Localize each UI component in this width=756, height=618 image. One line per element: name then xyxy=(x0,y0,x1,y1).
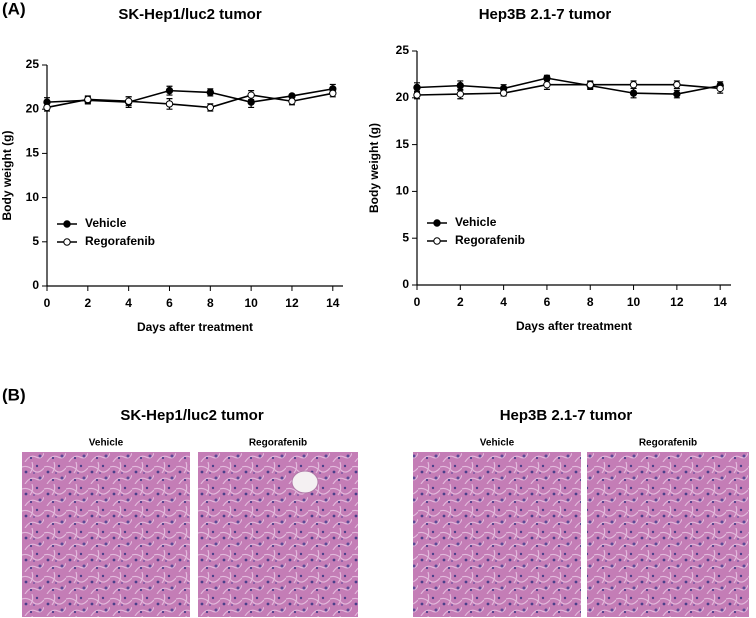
marker xyxy=(165,86,174,95)
x-tick-label: 4 xyxy=(125,296,132,310)
y-tick-label: 10 xyxy=(396,184,410,198)
y-tick-label: 25 xyxy=(26,57,40,71)
legend-label: Regorafenib xyxy=(85,234,155,248)
marker xyxy=(543,80,551,89)
marker xyxy=(206,103,215,112)
chart-title: SK-Hep1/luc2 tumor xyxy=(118,6,262,23)
y-tick-label: 0 xyxy=(402,277,409,291)
y-tick-label: 10 xyxy=(26,190,40,204)
marker xyxy=(586,80,594,89)
x-tick-label: 0 xyxy=(414,295,421,309)
marker xyxy=(43,103,51,112)
histology-image xyxy=(413,452,581,617)
y-axis-label: Body weight (g) xyxy=(367,123,381,213)
y-tick-label: 5 xyxy=(32,234,39,248)
marker xyxy=(329,89,337,97)
x-tick-label: 6 xyxy=(544,295,551,309)
x-tick-label: 4 xyxy=(500,295,507,309)
panel-label: (B) xyxy=(2,385,26,404)
image-label: Regorafenib xyxy=(249,438,307,449)
x-axis-label: Days after treatment xyxy=(137,320,253,334)
legend-marker xyxy=(433,219,441,227)
series-line xyxy=(46,92,333,109)
image-label: Regorafenib xyxy=(639,438,697,449)
x-tick-label: 6 xyxy=(166,296,173,310)
series-line xyxy=(416,77,721,95)
x-tick-label: 14 xyxy=(326,296,340,310)
x-axis-label: Days after treatment xyxy=(516,319,632,333)
y-tick-label: 0 xyxy=(32,278,39,292)
y-axis-label: Body weight (g) xyxy=(0,131,14,221)
x-tick-label: 10 xyxy=(627,295,641,309)
y-tick-label: 20 xyxy=(396,90,410,104)
marker xyxy=(84,95,92,104)
x-tick-label: 12 xyxy=(670,295,684,309)
histology-image xyxy=(587,452,749,617)
marker xyxy=(247,91,255,99)
marker xyxy=(456,81,465,90)
panel-label: (A) xyxy=(2,0,26,18)
marker xyxy=(413,83,421,92)
histology-image xyxy=(198,452,358,617)
marker xyxy=(206,88,215,97)
x-tick-label: 10 xyxy=(244,296,258,310)
x-tick-label: 14 xyxy=(713,295,727,309)
chart-title: Hep3B 2.1-7 tumor xyxy=(479,6,612,23)
marker xyxy=(413,91,421,99)
marker xyxy=(629,80,638,89)
legend-label: Vehicle xyxy=(455,215,497,229)
legend-label: Regorafenib xyxy=(455,233,525,247)
marker xyxy=(456,90,465,98)
marker xyxy=(673,80,681,89)
y-tick-label: 25 xyxy=(396,43,410,57)
marker xyxy=(716,84,724,93)
image-label: Vehicle xyxy=(480,438,515,449)
legend-marker xyxy=(433,237,441,245)
x-tick-label: 2 xyxy=(84,296,91,310)
y-tick-label: 5 xyxy=(402,230,409,244)
x-tick-label: 2 xyxy=(457,295,464,309)
marker xyxy=(673,90,681,98)
marker xyxy=(124,97,133,105)
legend-marker xyxy=(63,220,71,228)
x-tick-label: 12 xyxy=(285,296,299,310)
y-tick-label: 15 xyxy=(396,137,410,151)
marker xyxy=(629,89,638,97)
image-label: Vehicle xyxy=(89,438,124,449)
y-tick-label: 15 xyxy=(26,146,40,160)
marker xyxy=(165,100,174,108)
histology-image xyxy=(22,452,190,617)
x-tick-label: 8 xyxy=(207,296,214,310)
series-line xyxy=(46,88,333,103)
vessel xyxy=(291,470,319,494)
series-line xyxy=(416,83,721,96)
marker xyxy=(499,89,508,97)
marker xyxy=(288,97,296,105)
panel-title: SK-Hep1/luc2 tumor xyxy=(120,407,264,424)
legend-marker xyxy=(63,238,71,246)
panel-title: Hep3B 2.1-7 tumor xyxy=(500,407,633,424)
legend-label: Vehicle xyxy=(85,216,127,230)
x-tick-label: 8 xyxy=(587,295,594,309)
x-tick-label: 0 xyxy=(44,296,51,310)
y-tick-label: 20 xyxy=(26,101,40,115)
